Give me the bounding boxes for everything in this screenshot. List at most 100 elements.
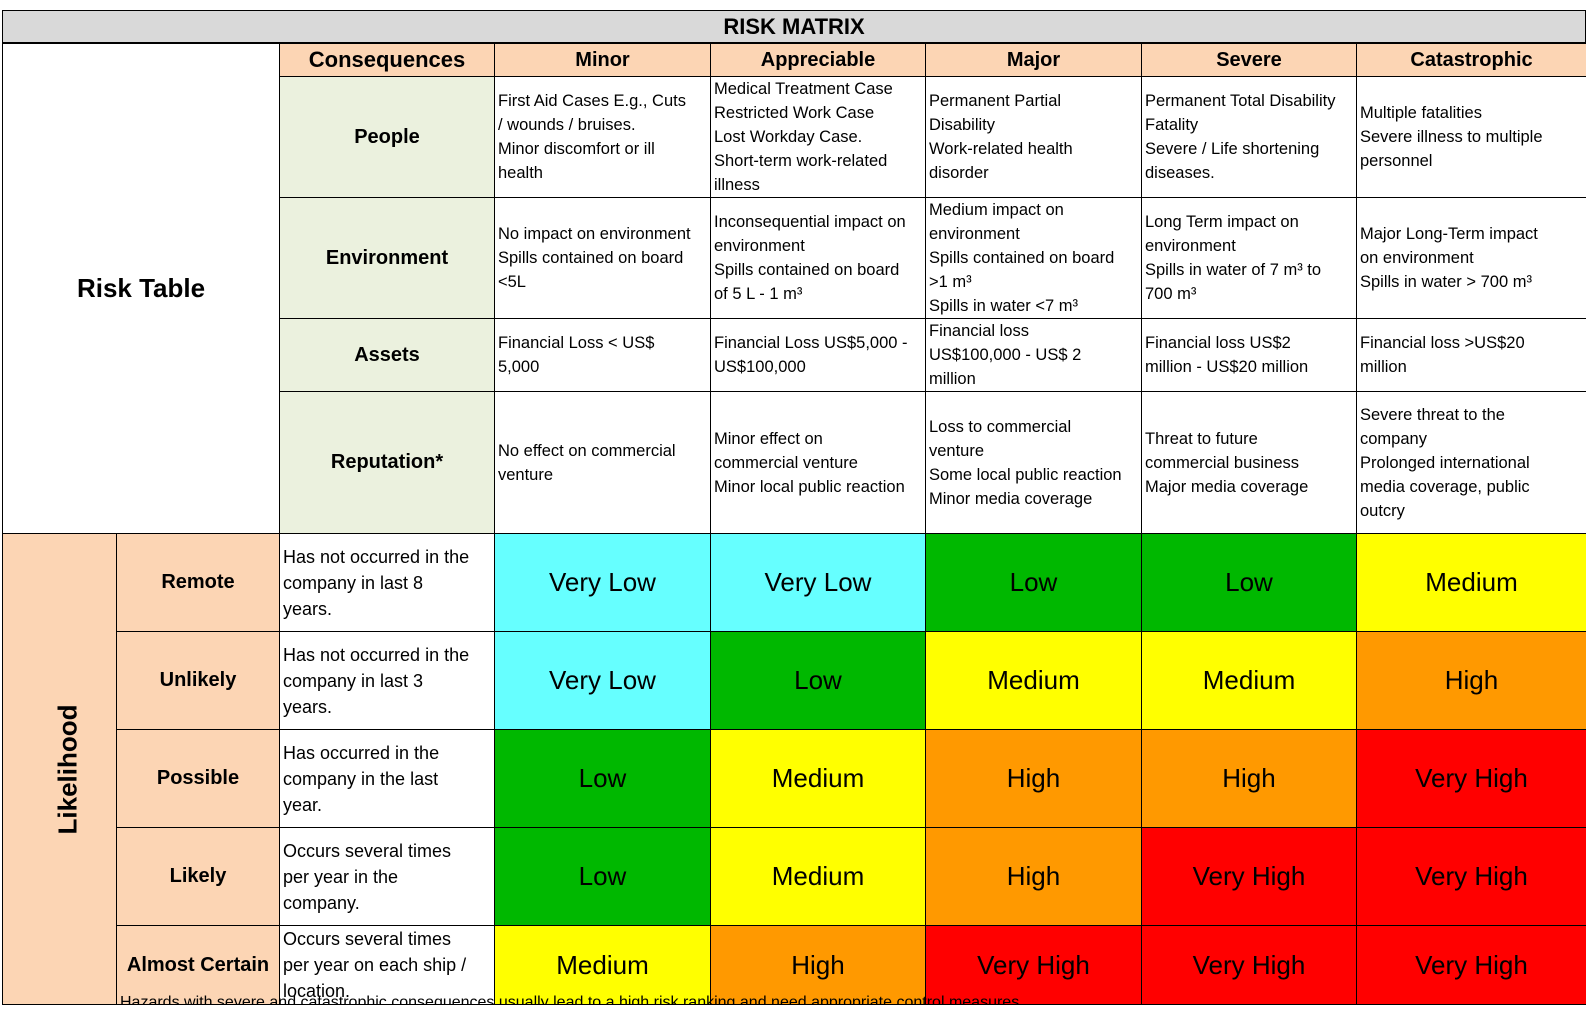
- consequence-description: Financial loss US$2 million - US$20 mill…: [1141, 318, 1357, 392]
- likelihood-row: Almost Certain Occurs several times per y…: [3, 925, 1586, 1005]
- risk-rating-cell: Low: [494, 827, 711, 926]
- consequence-description-text: First Aid Cases E.g., Cuts / wounds / br…: [498, 92, 686, 182]
- likelihood-level-name: Possible: [116, 729, 280, 828]
- consequence-description-text: Financial loss >US$20 million: [1360, 334, 1525, 376]
- likelihood-row: Unlikely Has not occurred in the company …: [3, 631, 1586, 730]
- consequence-description-text: Major Long-Term impact on environment Sp…: [1360, 225, 1538, 291]
- category-label: Assets: [279, 318, 495, 392]
- consequence-description-text: Threat to future commercial business Maj…: [1145, 429, 1309, 496]
- consequence-description-text: No impact on environment Spills containe…: [498, 225, 691, 291]
- consequence-description: Financial loss US$100,000 - US$ 2 millio…: [925, 318, 1142, 392]
- severity-header-minor: Minor: [494, 43, 711, 77]
- risk-rating-cell: Low: [1141, 533, 1357, 632]
- risk-rating-cell: Very High: [925, 925, 1142, 1005]
- risk-rating-cell: Low: [494, 729, 711, 828]
- likelihood-description: Has not occurred in the company in last …: [279, 533, 495, 632]
- risk-table-label: Risk Table: [2, 43, 280, 534]
- risk-rating-cell: High: [925, 827, 1142, 926]
- category-row: People First Aid Cases E.g., Cuts / wound…: [3, 76, 1586, 198]
- severity-header-appreciable: Appreciable: [710, 43, 926, 77]
- category-row: Reputation* No effect on commercial ventu…: [3, 391, 1586, 534]
- consequence-description: Financial Loss US$5,000 - US$100,000: [710, 318, 926, 392]
- risk-rating-cell: Very Low: [494, 631, 711, 730]
- consequence-description: Medical Treatment Case Restricted Work C…: [710, 76, 926, 198]
- likelihood-description: Occurs several times per year on each sh…: [279, 925, 495, 1005]
- consequence-description-text: Financial Loss US$5,000 - US$100,000: [714, 334, 908, 376]
- risk-rating-cell: High: [710, 925, 926, 1005]
- likelihood-axis-label: Likelihood: [2, 533, 117, 1005]
- consequence-description: Medium impact on environment Spills cont…: [925, 197, 1142, 319]
- consequences-header: Consequences: [279, 43, 495, 77]
- consequence-description-text: Severe threat to the company Prolonged i…: [1360, 405, 1530, 520]
- likelihood-level-name: Remote: [116, 533, 280, 632]
- likelihood-level-name: Unlikely: [116, 631, 280, 730]
- likelihood-description: Has not occurred in the company in last …: [279, 631, 495, 730]
- risk-rating-cell: High: [1356, 631, 1586, 730]
- consequence-description: Long Term impact on environment Spills i…: [1141, 197, 1357, 319]
- risk-matrix-table: Risk Table Consequences Minor Appreciabl…: [2, 43, 1586, 1005]
- consequence-description: No effect on commercial venture: [494, 391, 711, 534]
- likelihood-label-text: Likelihood: [52, 704, 83, 834]
- consequence-description: Permanent Total Disability Fatality Seve…: [1141, 76, 1357, 198]
- risk-rating-cell: Medium: [1141, 631, 1357, 730]
- category-label: People: [279, 76, 495, 198]
- likelihood-row: Possible Has occurred in the company in t…: [3, 729, 1586, 828]
- likelihood-description: Occurs several times per year in the com…: [279, 827, 495, 926]
- consequence-description-text: Long Term impact on environment Spills i…: [1145, 213, 1322, 303]
- risk-rating-cell: High: [925, 729, 1142, 828]
- category-label: Environment: [279, 197, 495, 319]
- consequence-description-text: Multiple fatalities Severe illness to mu…: [1360, 104, 1543, 170]
- risk-rating-cell: Medium: [494, 925, 711, 1005]
- risk-rating-cell: Very High: [1141, 827, 1357, 926]
- consequence-description-text: Inconsequential impact on environment Sp…: [714, 213, 906, 303]
- risk-rating-cell: Very High: [1356, 729, 1586, 828]
- risk-rating-cell: High: [1141, 729, 1357, 828]
- consequence-description-text: Medical Treatment Case Restricted Work C…: [714, 80, 893, 194]
- consequence-description: Financial loss >US$20 million: [1356, 318, 1586, 392]
- likelihood-row: Likely Occurs several times per year in t…: [3, 827, 1586, 926]
- consequence-description-text: Permanent Partial Disability Work-relate…: [929, 92, 1073, 182]
- consequence-description-text: No effect on commercial venture: [498, 441, 676, 484]
- risk-rating-cell: Low: [710, 631, 926, 730]
- consequence-description-text: Minor effect on commercial venture Minor…: [714, 429, 905, 496]
- consequence-description: Severe threat to the company Prolonged i…: [1356, 391, 1586, 534]
- risk-rating-cell: Very Low: [710, 533, 926, 632]
- severity-header-major: Major: [925, 43, 1142, 77]
- consequence-description: Financial Loss < US$ 5,000: [494, 318, 711, 392]
- risk-rating-cell: Very High: [1356, 827, 1586, 926]
- risk-rating-cell: Very High: [1141, 925, 1357, 1005]
- likelihood-description-text: Has not occurred in the company in last …: [283, 644, 470, 717]
- risk-rating-cell: Medium: [710, 827, 926, 926]
- likelihood-row: Likelihood Remote Has not occurred in the …: [2, 533, 1586, 1005]
- risk-rating-cell: Medium: [710, 729, 926, 828]
- consequence-description: Major Long-Term impact on environment Sp…: [1356, 197, 1586, 319]
- likelihood-level-name: Likely: [116, 827, 280, 926]
- likelihood-description-text: Has not occurred in the company in last …: [283, 546, 470, 619]
- risk-rating-cell: Very High: [1356, 925, 1586, 1005]
- likelihood-description-text: Occurs several times per year on each sh…: [283, 929, 467, 1001]
- risk-rating-cell: Medium: [925, 631, 1142, 730]
- category-row: Environment No impact on environment Spil…: [3, 197, 1586, 319]
- consequence-description: Permanent Partial Disability Work-relate…: [925, 76, 1142, 198]
- consequence-description: First Aid Cases E.g., Cuts / wounds / br…: [494, 76, 711, 198]
- likelihood-level-name: Almost Certain: [116, 925, 280, 1005]
- consequence-description-text: Financial loss US$2 million - US$20 mill…: [1145, 334, 1309, 376]
- consequence-description-text: Financial loss US$100,000 - US$ 2 millio…: [929, 322, 1082, 388]
- risk-rating-cell: Low: [925, 533, 1142, 632]
- consequence-description: Threat to future commercial business Maj…: [1141, 391, 1357, 534]
- consequence-description-text: Loss to commercial venture Some local pu…: [929, 417, 1122, 508]
- consequence-description-text: Medium impact on environment Spills cont…: [929, 201, 1115, 315]
- footnote: Hazards with severe and catastrophic con…: [120, 994, 1024, 1004]
- consequence-description: Minor effect on commercial venture Minor…: [710, 391, 926, 534]
- consequence-description-text: Permanent Total Disability Fatality Seve…: [1145, 92, 1336, 182]
- likelihood-description: Has occurred in the company in the last …: [279, 729, 495, 828]
- risk-rating-cell: Very Low: [494, 533, 711, 632]
- likelihood-description-text: Occurs several times per year in the com…: [283, 840, 452, 913]
- consequence-description: Loss to commercial venture Some local pu…: [925, 391, 1142, 534]
- severity-header-catastrophic: Catastrophic: [1356, 43, 1586, 77]
- consequence-description: No impact on environment Spills containe…: [494, 197, 711, 319]
- consequence-description-text: Financial Loss < US$ 5,000: [498, 334, 655, 376]
- likelihood-description-text: Has occurred in the company in the last …: [283, 742, 440, 815]
- category-label: Reputation*: [279, 391, 495, 534]
